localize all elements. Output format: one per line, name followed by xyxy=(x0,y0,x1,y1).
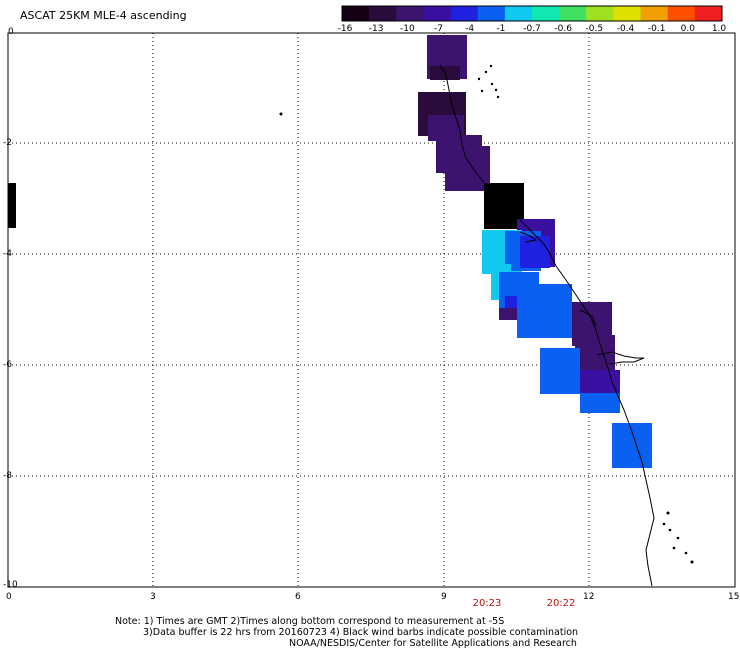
swath-cell xyxy=(520,236,550,268)
swath-cell xyxy=(575,335,615,375)
colorbar-tick-label: -0.7 xyxy=(523,24,541,34)
grid xyxy=(8,33,735,587)
colorbar-swatch xyxy=(586,6,614,21)
colorbar-tick-label: -16 xyxy=(337,24,353,34)
colorbar-tick-label: -0.5 xyxy=(585,24,604,34)
swath-cell xyxy=(580,393,620,413)
colorbar-tick-label: -1 xyxy=(496,24,506,34)
map-title: ASCAT 25KM MLE-4 ascending xyxy=(20,9,187,22)
y-tick-label: 0 xyxy=(8,27,14,37)
colorbar-swatch xyxy=(667,6,696,21)
x-tick-label: 12 xyxy=(583,592,595,602)
swath-cell xyxy=(445,165,490,191)
x-tick-label: 3 xyxy=(150,592,156,602)
y-tick-label: -10 xyxy=(3,580,18,590)
colorbar-tick-label: -4 xyxy=(465,24,475,34)
colorbar-swatch xyxy=(559,6,587,21)
colorbar-tick-label: -0.6 xyxy=(554,24,572,34)
colorbar-tick-label: -0.4 xyxy=(616,24,635,34)
colorbar-frame xyxy=(341,5,723,22)
y-tick-label: -2 xyxy=(3,138,12,148)
colorbar xyxy=(341,5,723,22)
colorbar-swatch xyxy=(369,6,397,21)
colorbar-swatch xyxy=(450,6,479,21)
y-tick-label: -8 xyxy=(3,471,12,481)
edge-data-bar xyxy=(8,183,16,228)
swath-cell xyxy=(499,308,519,320)
colorbar-tick-label: -10 xyxy=(399,24,415,34)
x-tick-label: 15 xyxy=(728,592,740,602)
plot-frame xyxy=(7,32,736,588)
x-tick-label: 0 xyxy=(6,592,12,602)
islands xyxy=(279,64,694,564)
colorbar-swatch xyxy=(477,6,506,21)
colorbar-tick-label: 1.0 xyxy=(711,24,727,34)
colorbar-swatch xyxy=(532,6,560,21)
wind-swath xyxy=(418,35,652,468)
colorbar-swatch xyxy=(694,6,723,21)
swath-cell xyxy=(612,423,652,468)
time-label: 20:22 xyxy=(546,598,576,609)
note-line-1: Note: 1) Times are GMT 2)Times along bot… xyxy=(115,616,505,627)
y-tick-label: -4 xyxy=(3,249,12,259)
colorbar-swatch xyxy=(342,6,370,21)
x-tick-label: 6 xyxy=(295,592,301,602)
colorbar-swatch xyxy=(396,6,424,21)
swath-cell xyxy=(517,284,572,338)
colorbar-tick-label: -13 xyxy=(368,24,384,34)
x-tick-label: 9 xyxy=(441,592,447,602)
coastline xyxy=(439,64,655,587)
note-line-2: 3)Data buffer is 22 hrs from 20160723 4)… xyxy=(143,627,579,638)
colorbar-swatch xyxy=(504,6,533,21)
note-line-3: NOAA/NESDIS/Center for Satellite Applica… xyxy=(289,638,577,649)
colorbar-swatch xyxy=(613,6,642,21)
y-tick-label: -6 xyxy=(3,360,12,370)
swath-cell xyxy=(540,348,580,394)
colorbar-tick-label: -0.1 xyxy=(647,24,666,34)
colorbar-swatch xyxy=(640,6,669,21)
time-label: 20:23 xyxy=(472,598,502,609)
colorbar-tick-label: 0.0 xyxy=(680,24,695,34)
colorbar-tick-label: -7 xyxy=(434,24,443,34)
colorbar-swatch xyxy=(423,6,452,21)
